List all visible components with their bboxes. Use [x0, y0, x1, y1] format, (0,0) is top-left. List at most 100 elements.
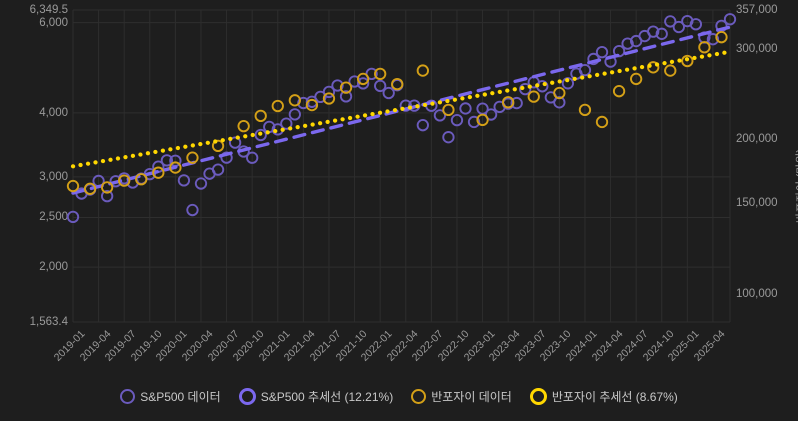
data-point-marker — [237, 119, 250, 133]
data-point-marker — [331, 79, 344, 92]
y-axis-right-ticks: 357,000 300,000 200,000 150,000 100,000 — [736, 0, 798, 419]
data-point-marker — [288, 94, 301, 107]
data-point-marker — [280, 117, 293, 130]
data-point-marker — [118, 174, 131, 187]
data-point-marker — [228, 136, 242, 149]
y-axis-right-tick-label: 357,000 — [736, 4, 778, 16]
data-point-marker — [433, 109, 447, 122]
data-point-marker — [664, 64, 677, 77]
legend-item[interactable]: S&P500 추세선 (12.21%) — [238, 387, 394, 405]
y-axis-left-tick-label: 6,000 — [39, 16, 68, 29]
data-point-marker — [305, 98, 319, 112]
y-axis-right-tick-label: 300,000 — [736, 42, 778, 55]
data-point-marker — [100, 189, 114, 203]
data-point-marker — [647, 61, 660, 74]
data-point-marker — [135, 173, 148, 186]
data-point-marker — [442, 103, 455, 117]
data-point-marker — [664, 15, 677, 28]
y-axis-left-tick-label: 6,349.5 — [29, 4, 68, 16]
y-axis-left-tick-label: 2,500 — [39, 211, 68, 224]
y-axis-left-tick-label: 4,000 — [39, 106, 68, 119]
data-point-marker — [647, 25, 660, 38]
data-point-marker — [160, 154, 174, 167]
data-point-marker — [467, 115, 481, 129]
y-axis-left-ticks: 6,349.5 6,000 4,000 3,000 2,500 2,000 1,563.4 — [0, 0, 68, 419]
data-point-marker — [254, 109, 267, 122]
circle-outline-icon — [411, 388, 427, 404]
data-point-marker — [374, 79, 387, 93]
circle-outline-icon — [120, 388, 136, 404]
data-point-marker — [186, 151, 199, 164]
data-point-marker — [66, 210, 80, 224]
legend-item[interactable]: S&P500 데이터 — [120, 388, 221, 405]
data-point-marker — [416, 64, 429, 77]
data-point-marker — [672, 20, 685, 34]
data-point-marker — [391, 77, 404, 91]
data-point-marker — [578, 64, 592, 77]
chart-legend: S&P500 데이터 S&P500 추세선 (12.21%) 반포자이 데이터 반포자… — [0, 383, 798, 409]
data-point-marker — [339, 90, 353, 103]
data-layer — [66, 13, 737, 224]
data-point-marker — [655, 27, 668, 40]
data-point-marker — [374, 67, 387, 81]
trendline — [71, 25, 732, 195]
data-point-marker — [689, 18, 703, 31]
data-point-marker — [561, 77, 575, 90]
data-point-marker — [527, 90, 540, 103]
data-point-marker — [211, 163, 225, 176]
legend-item-label: 반포자이 데이터 — [431, 389, 512, 404]
data-point-marker — [254, 128, 267, 142]
data-point-marker — [459, 102, 472, 115]
data-point-marker — [442, 131, 455, 144]
legend-item-label: S&P500 데이터 — [140, 389, 221, 404]
data-point-marker — [510, 96, 523, 110]
data-point-marker — [502, 96, 515, 109]
y-axis-right-tick-label: 200,000 — [736, 133, 778, 146]
data-point-marker — [450, 113, 464, 127]
y-axis-right-tick-label: 150,000 — [736, 197, 778, 210]
data-point-marker — [211, 139, 225, 153]
data-point-marker — [169, 161, 182, 174]
y-axis-right-tick-label: 100,000 — [736, 287, 778, 300]
data-point-marker — [629, 72, 643, 86]
y-axis-left-tick-label: 2,000 — [39, 261, 68, 274]
data-point-marker — [612, 85, 626, 98]
data-point-marker — [83, 182, 97, 195]
data-point-marker — [681, 54, 694, 68]
trendline — [70, 49, 733, 169]
data-point-marker — [186, 203, 199, 217]
data-point-marker — [339, 81, 353, 94]
data-point-marker — [220, 151, 233, 164]
data-point-marker — [66, 179, 80, 193]
data-point-marker — [271, 99, 284, 113]
data-point-marker — [416, 119, 429, 132]
data-point-marker — [553, 86, 566, 100]
circle-thick-icon — [238, 387, 256, 405]
data-point-marker — [706, 33, 720, 46]
data-point-marker — [621, 37, 634, 50]
data-point-marker — [595, 46, 609, 59]
data-point-marker — [578, 103, 592, 117]
data-point-marker — [288, 108, 301, 121]
legend-item-label: S&P500 추세선 (12.21%) — [260, 389, 394, 404]
plot-area — [66, 9, 737, 323]
data-point-marker — [322, 92, 336, 105]
legend-item[interactable]: 반포자이 데이터 — [411, 388, 512, 405]
data-point-marker — [723, 13, 737, 26]
data-point-marker — [100, 181, 114, 194]
data-point-marker — [399, 99, 412, 112]
data-point-marker — [152, 166, 165, 179]
data-point-marker — [194, 177, 208, 190]
data-point-marker — [476, 113, 489, 127]
legend-item-label: 반포자이 추세선 (8.67%) — [551, 389, 678, 404]
data-point-marker — [356, 72, 370, 86]
data-point-marker — [595, 115, 609, 129]
data-point-marker — [246, 151, 259, 164]
data-point-marker — [348, 75, 361, 88]
data-point-marker — [553, 96, 566, 109]
data-point-marker — [698, 41, 711, 54]
y-axis-left-tick-label: 1,563.4 — [29, 316, 68, 328]
y-axis-left-tick-label: 3,000 — [39, 170, 68, 183]
legend-item[interactable]: 반포자이 추세선 (8.67%) — [529, 387, 678, 405]
data-point-marker — [177, 174, 191, 187]
